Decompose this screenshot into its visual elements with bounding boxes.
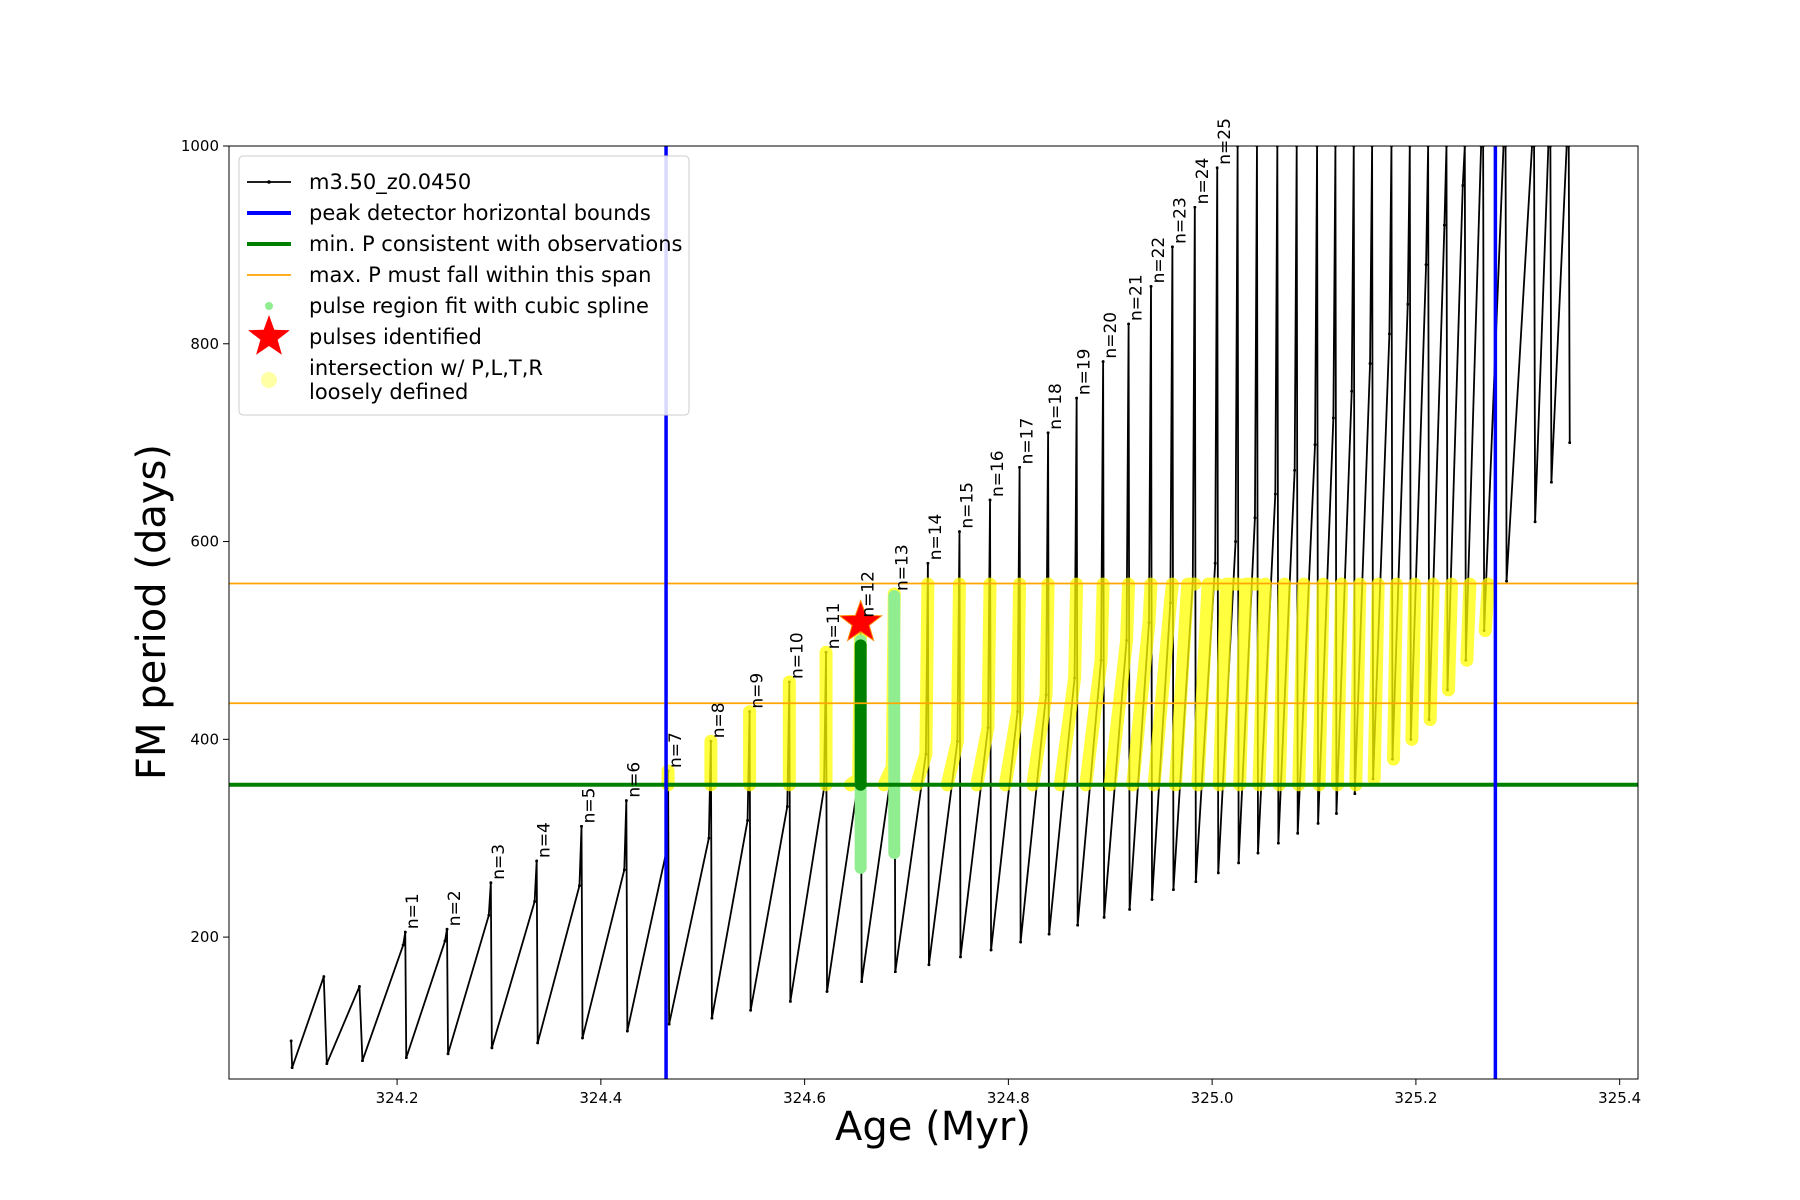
y-tick-label: 600 — [190, 533, 219, 551]
pulse-label: n=25 — [1215, 118, 1235, 165]
legend-label: intersection w/ P,L,T,R loosely defined — [309, 356, 543, 404]
pulse-label: n=12 — [859, 571, 879, 618]
legend-label: m3.50_z0.0450 — [309, 170, 471, 195]
pulse-label: n=16 — [988, 450, 1008, 497]
pulse-label: n=1 — [403, 893, 423, 929]
y-tick-label: 200 — [190, 928, 219, 946]
pulse-label: n=15 — [957, 482, 977, 529]
pulse-label: n=20 — [1101, 312, 1121, 359]
legend-label: peak detector horizontal bounds — [309, 201, 651, 225]
pulse-label: n=22 — [1149, 237, 1169, 284]
pulse-label: n=18 — [1046, 383, 1066, 430]
pulse-label: n=13 — [892, 544, 912, 591]
pulse-label: n=24 — [1193, 158, 1213, 205]
pulse-label: n=6 — [624, 762, 644, 798]
x-tick-label: 325.2 — [1394, 1089, 1437, 1107]
pulse-label: n=3 — [489, 844, 509, 880]
legend-handle — [261, 372, 277, 388]
x-tick-label: 324.8 — [987, 1089, 1030, 1107]
x-tick-label: 324.4 — [579, 1089, 622, 1107]
x-tick-label: 325.4 — [1598, 1089, 1641, 1107]
x-tick-label: 324.2 — [376, 1089, 419, 1107]
x-tick-label: 325.0 — [1191, 1089, 1234, 1107]
legend-box — [238, 155, 690, 416]
plot-area — [229, 146, 1638, 1079]
x-axis-label: Age (Myr) — [835, 1104, 1031, 1150]
y-tick-label: 1000 — [181, 137, 219, 155]
data-line — [289, 146, 1572, 1070]
pulse-label: n=17 — [1018, 418, 1038, 465]
pulse-label: n=5 — [580, 787, 600, 823]
legend-handle — [265, 302, 273, 310]
pulse-label: n=9 — [748, 673, 768, 709]
pulse-label: n=7 — [666, 732, 686, 768]
axes: 324.2 324.4 324.6 324.8 325.0 325.2 325.4 200 40… — [181, 118, 1641, 1107]
pulse-label: n=4 — [535, 822, 555, 858]
pulse-label: n=8 — [709, 702, 729, 738]
pulse-star — [838, 599, 884, 642]
pulse-label: n=11 — [824, 603, 844, 650]
legend-label: pulse region fit with cubic spline — [309, 294, 649, 318]
y-tick-label: 800 — [190, 335, 219, 353]
y-axis-label: FM period (days) — [129, 444, 175, 780]
pulse-label: n=19 — [1075, 349, 1095, 396]
y-tick-label: 400 — [190, 730, 219, 748]
legend-label: pulses identified — [309, 325, 482, 349]
pulse-label: n=14 — [926, 514, 946, 561]
pulse-label: n=21 — [1127, 274, 1147, 321]
pulse-label: n=2 — [445, 890, 465, 926]
legend-handle — [267, 180, 271, 184]
axes-frame — [228, 145, 1639, 1080]
pulse-label: n=10 — [787, 632, 807, 679]
legend-label: min. P consistent with observations — [309, 232, 682, 256]
legend-handle — [248, 315, 290, 355]
legend-label: max. P must fall within this span — [309, 263, 651, 287]
pulse-label: n=23 — [1170, 197, 1190, 244]
x-tick-label: 324.6 — [783, 1089, 826, 1107]
